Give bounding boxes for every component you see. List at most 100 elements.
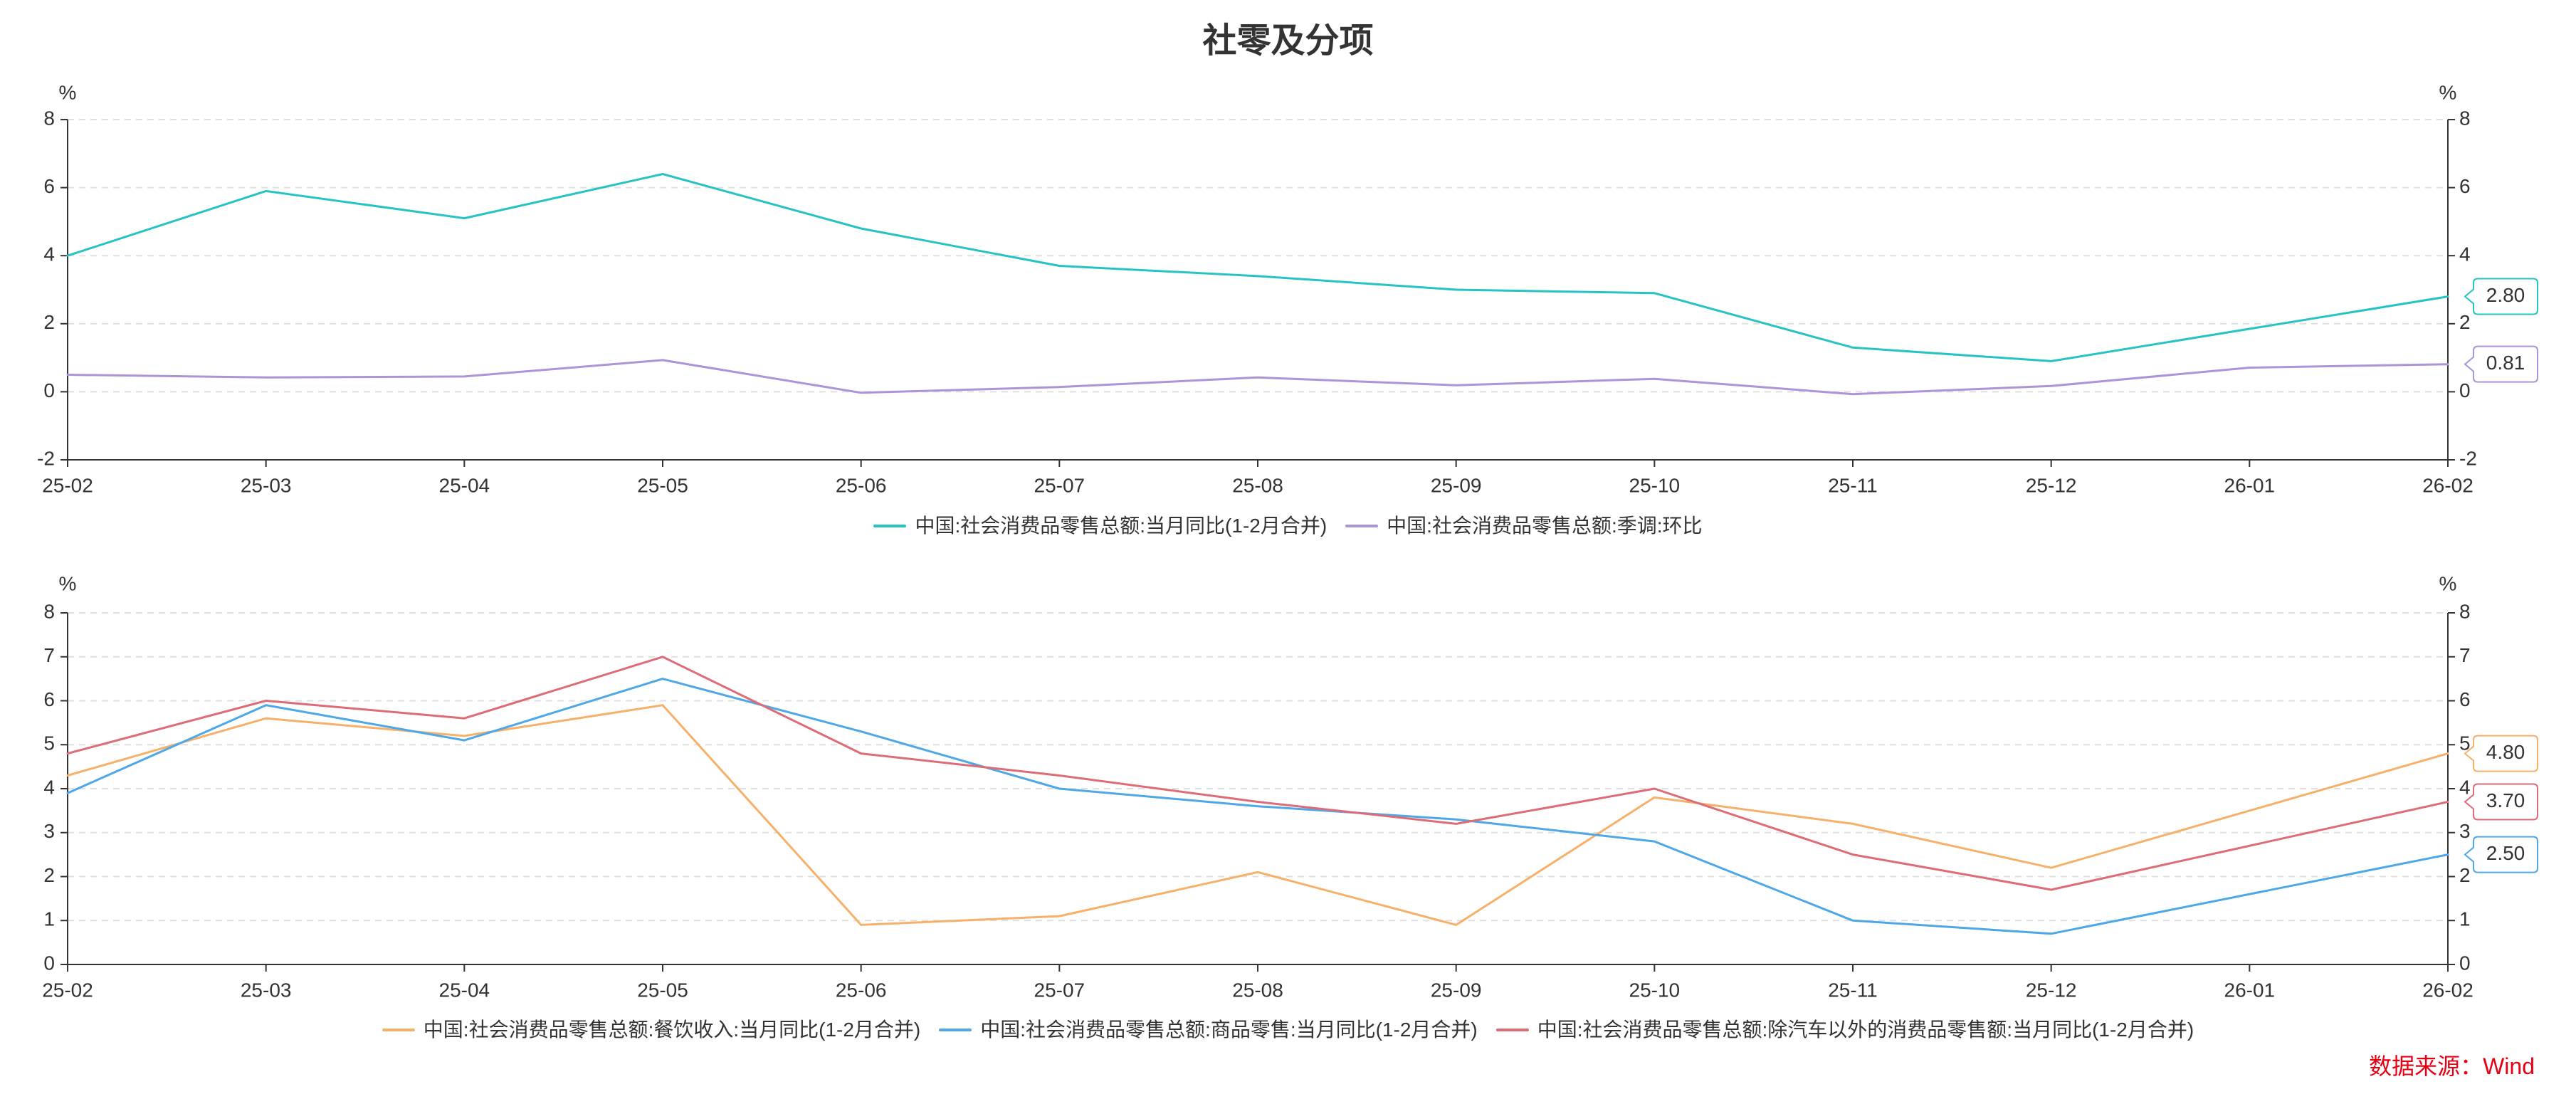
x-tick-label: 25-06: [836, 474, 887, 496]
data-source-note: 数据来源：Wind: [2369, 1053, 2535, 1079]
x-tick-label: 25-02: [42, 979, 93, 1001]
x-tick-label: 25-02: [42, 474, 93, 496]
x-tick-label: 25-09: [1431, 474, 1482, 496]
legend-item-retail-total-sa-mom[interactable]: 中国:社会消费品零售总额:季调:环比: [1345, 512, 1703, 540]
legend-swatch-line: [873, 525, 907, 527]
legend-item-ex-auto-yoy[interactable]: 中国:社会消费品零售总额:除汽车以外的消费品零售额:当月同比(1-2月合并): [1495, 1016, 2194, 1044]
x-tick-label: 25-11: [1828, 474, 1878, 496]
y-unit-label-right: %: [2439, 81, 2457, 103]
y-unit-label-right: %: [2439, 572, 2457, 594]
end-label-goods-retail-yoy: 2.50: [2464, 836, 2538, 873]
chart-2: % % 0 0 1 1 2 2 3 3 4 4 5 5 6 6 7 7 8 8 25-02 25-03 25-04 25-05…: [42, 572, 2538, 1001]
series-retail-total-yoy: [66, 173, 2449, 362]
y-tick-label-left: 4: [43, 243, 55, 265]
legend-swatch-line: [939, 1029, 972, 1031]
end-label-box: [2464, 735, 2538, 772]
x-tick-label: 25-06: [836, 979, 887, 1001]
y-tick-label-left: 5: [43, 732, 55, 754]
series-catering-yoy: [66, 704, 2449, 926]
legend-bottom-chart: 中国:社会消费品零售总额:餐饮收入:当月同比(1-2月合并) 中国:社会消费品零…: [0, 1016, 2576, 1044]
end-label-retail-total-yoy: 2.80: [2464, 278, 2538, 315]
legend-item-goods-retail-yoy[interactable]: 中国:社会消费品零售总额:商品零售:当月同比(1-2月合并): [939, 1016, 1478, 1044]
y-tick-label-right: 3: [2459, 820, 2471, 842]
x-tick-label: 25-08: [1232, 474, 1283, 496]
series-line-retail-total-sa-mom: [66, 359, 2449, 396]
x-tick-label: 25-07: [1034, 474, 1085, 496]
x-tick-label: 25-10: [1629, 474, 1681, 496]
end-label-value: 2.50: [2486, 842, 2525, 864]
y-tick-label-left: 3: [43, 820, 55, 842]
y-tick-label-right: 2: [2459, 311, 2471, 333]
x-tick-label: 25-10: [1629, 979, 1681, 1001]
x-tick-label: 26-01: [2224, 979, 2276, 1001]
y-tick-label-right: 8: [2459, 600, 2471, 622]
y-tick-label-left: 2: [43, 864, 55, 886]
series-ex-auto-yoy: [66, 656, 2449, 891]
x-tick-label: 26-01: [2224, 474, 2276, 496]
y-unit-label-left: %: [59, 572, 77, 594]
y-tick-label-left: 6: [43, 175, 55, 197]
legend-label: 中国:社会消费品零售总额:商品零售:当月同比(1-2月合并): [980, 1019, 1478, 1041]
y-tick-label-right: 6: [2459, 175, 2471, 197]
y-tick-label-left: -2: [37, 447, 55, 469]
end-label-retail-total-sa-mom: 0.81: [2464, 345, 2538, 383]
y-tick-label-right: -2: [2459, 447, 2477, 469]
y-tick-label-left: 4: [43, 776, 55, 798]
legend-swatch-line: [382, 1029, 415, 1031]
end-label-value: 4.80: [2486, 741, 2525, 763]
legend-swatch-line: [1345, 525, 1379, 527]
legend-label: 中国:社会消费品零售总额:餐饮收入:当月同比(1-2月合并): [423, 1019, 921, 1041]
gridlines: [68, 612, 2448, 922]
end-label-box: [2464, 783, 2538, 821]
end-label-value: 2.80: [2486, 284, 2525, 306]
x-tick-label: 25-09: [1431, 979, 1482, 1001]
end-label-ex-auto-yoy: 3.70: [2464, 783, 2538, 821]
y-unit-label-left: %: [59, 81, 77, 103]
x-tick-label: 25-04: [439, 474, 490, 496]
series-goods-retail-yoy: [66, 678, 2449, 935]
x-tick-label: 25-04: [439, 979, 490, 1001]
legend-item-retail-total-yoy[interactable]: 中国:社会消费品零售总额:当月同比(1-2月合并): [873, 512, 1327, 540]
y-tick-label-right: 4: [2459, 776, 2471, 798]
legend-label: 中国:社会消费品零售总额:季调:环比: [1387, 515, 1703, 537]
y-tick-label-left: 0: [43, 379, 55, 401]
x-tick-label: 25-05: [637, 979, 688, 1001]
y-tick-label-right: 4: [2459, 243, 2471, 265]
y-tick-label-left: 0: [43, 952, 55, 974]
end-label-box: [2464, 345, 2538, 383]
y-tick-label-left: 7: [43, 644, 55, 666]
y-tick-label-right: 8: [2459, 107, 2471, 129]
y-tick-label-right: 0: [2459, 952, 2471, 974]
end-label-box: [2464, 278, 2538, 315]
y-tick-label-left: 8: [43, 107, 55, 129]
end-label-catering-yoy: 4.80: [2464, 735, 2538, 772]
x-tick-label: 25-03: [241, 474, 292, 496]
legend-top-chart: 中国:社会消费品零售总额:当月同比(1-2月合并) 中国:社会消费品零售总额:季…: [0, 512, 2576, 540]
y-tick-label-left: 8: [43, 600, 55, 622]
x-tick-label: 25-03: [241, 979, 292, 1001]
series-line-catering-yoy: [66, 704, 2449, 926]
x-tick-label: 25-05: [637, 474, 688, 496]
x-tick-label: 25-11: [1828, 979, 1878, 1001]
end-label-box: [2464, 836, 2538, 873]
x-tick-label: 25-08: [1232, 979, 1283, 1001]
series-line-ex-auto-yoy: [66, 656, 2449, 891]
series-line-goods-retail-yoy: [66, 678, 2449, 935]
y-tick-label-left: 1: [43, 908, 55, 930]
x-tick-label: 25-12: [2026, 474, 2077, 496]
y-tick-label-right: 1: [2459, 908, 2471, 930]
y-tick-label-right: 0: [2459, 379, 2471, 401]
series-retail-total-sa-mom: [66, 359, 2449, 396]
y-tick-label-right: 6: [2459, 688, 2471, 710]
x-tick-label: 25-07: [1034, 979, 1085, 1001]
x-tick-label: 26-02: [2422, 979, 2474, 1001]
legend-item-catering-yoy[interactable]: 中国:社会消费品零售总额:餐饮收入:当月同比(1-2月合并): [382, 1016, 920, 1044]
legend-swatch-line: [1495, 1029, 1529, 1031]
end-label-value: 0.81: [2486, 352, 2525, 374]
page-title: 社零及分项: [1202, 22, 1374, 60]
x-tick-label: 25-12: [2026, 979, 2077, 1001]
gridlines: [68, 119, 2448, 393]
y-tick-label-right: 5: [2459, 732, 2471, 754]
y-tick-label-left: 6: [43, 688, 55, 710]
